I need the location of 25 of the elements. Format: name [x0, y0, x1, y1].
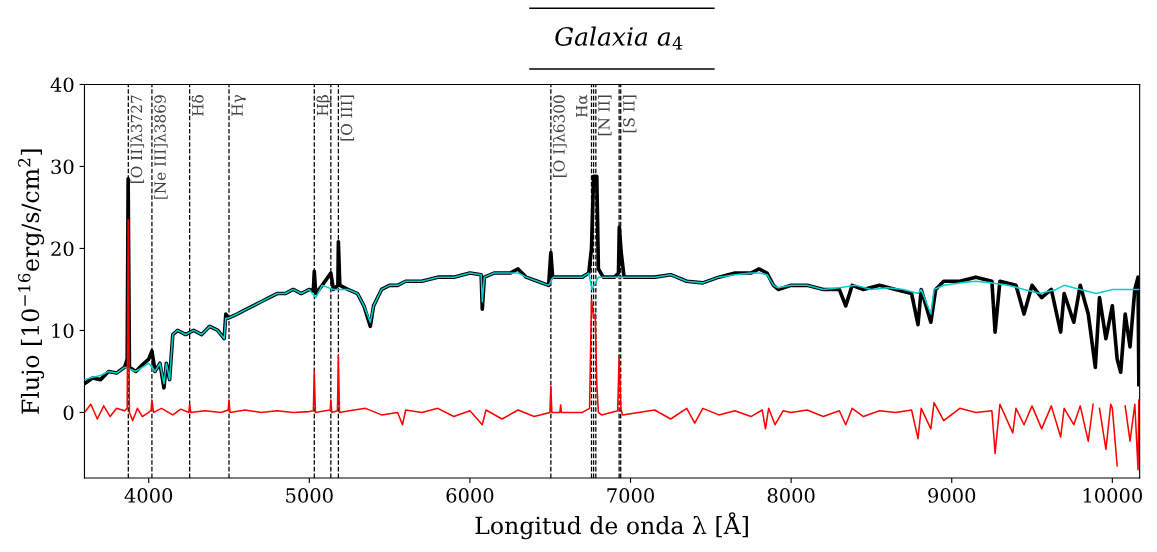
ref-line-label: [S II]: [622, 95, 637, 133]
y-axis-title: Flujo [10$^{−16}$erg/s/cm$^{2}$]: [18, 149, 45, 414]
x-tick-label: 9000: [928, 488, 976, 503]
y-tick-label: 40: [50, 77, 74, 93]
y-tick-label: 0: [63, 405, 74, 421]
y-tick-label: 30: [51, 159, 74, 175]
ref-line-label: [Ne III]λ3869: [153, 95, 168, 199]
ref-line-label: Hδ: [191, 95, 204, 116]
x-tick-label: 6000: [446, 488, 494, 503]
chart-title: Galaxia a$_{4}$: [555, 26, 683, 50]
ref-line-label: [N II]: [597, 95, 612, 136]
x-tick-label: 5000: [286, 488, 333, 503]
x-tick-label: 10000: [1083, 488, 1142, 503]
ref-line-label: Hα: [576, 94, 588, 118]
y-tick-label: 10: [52, 323, 74, 339]
ref-line-label: [O III]: [340, 95, 355, 141]
y-tick-label: 20: [51, 241, 74, 257]
ref-line-label: [O II]λ3727: [130, 95, 145, 183]
ref-line-label: Hβ: [316, 95, 332, 116]
x-tick-label: 8000: [767, 488, 815, 503]
x-tick-label: 7000: [607, 488, 654, 503]
x-tick-label: 4000: [124, 488, 173, 503]
ref-line-label: [O I]λ6300: [552, 95, 567, 177]
ref-line-label: Hγ: [231, 95, 246, 116]
x-axis-title: Longitud de onda λ [Å]: [475, 512, 748, 540]
